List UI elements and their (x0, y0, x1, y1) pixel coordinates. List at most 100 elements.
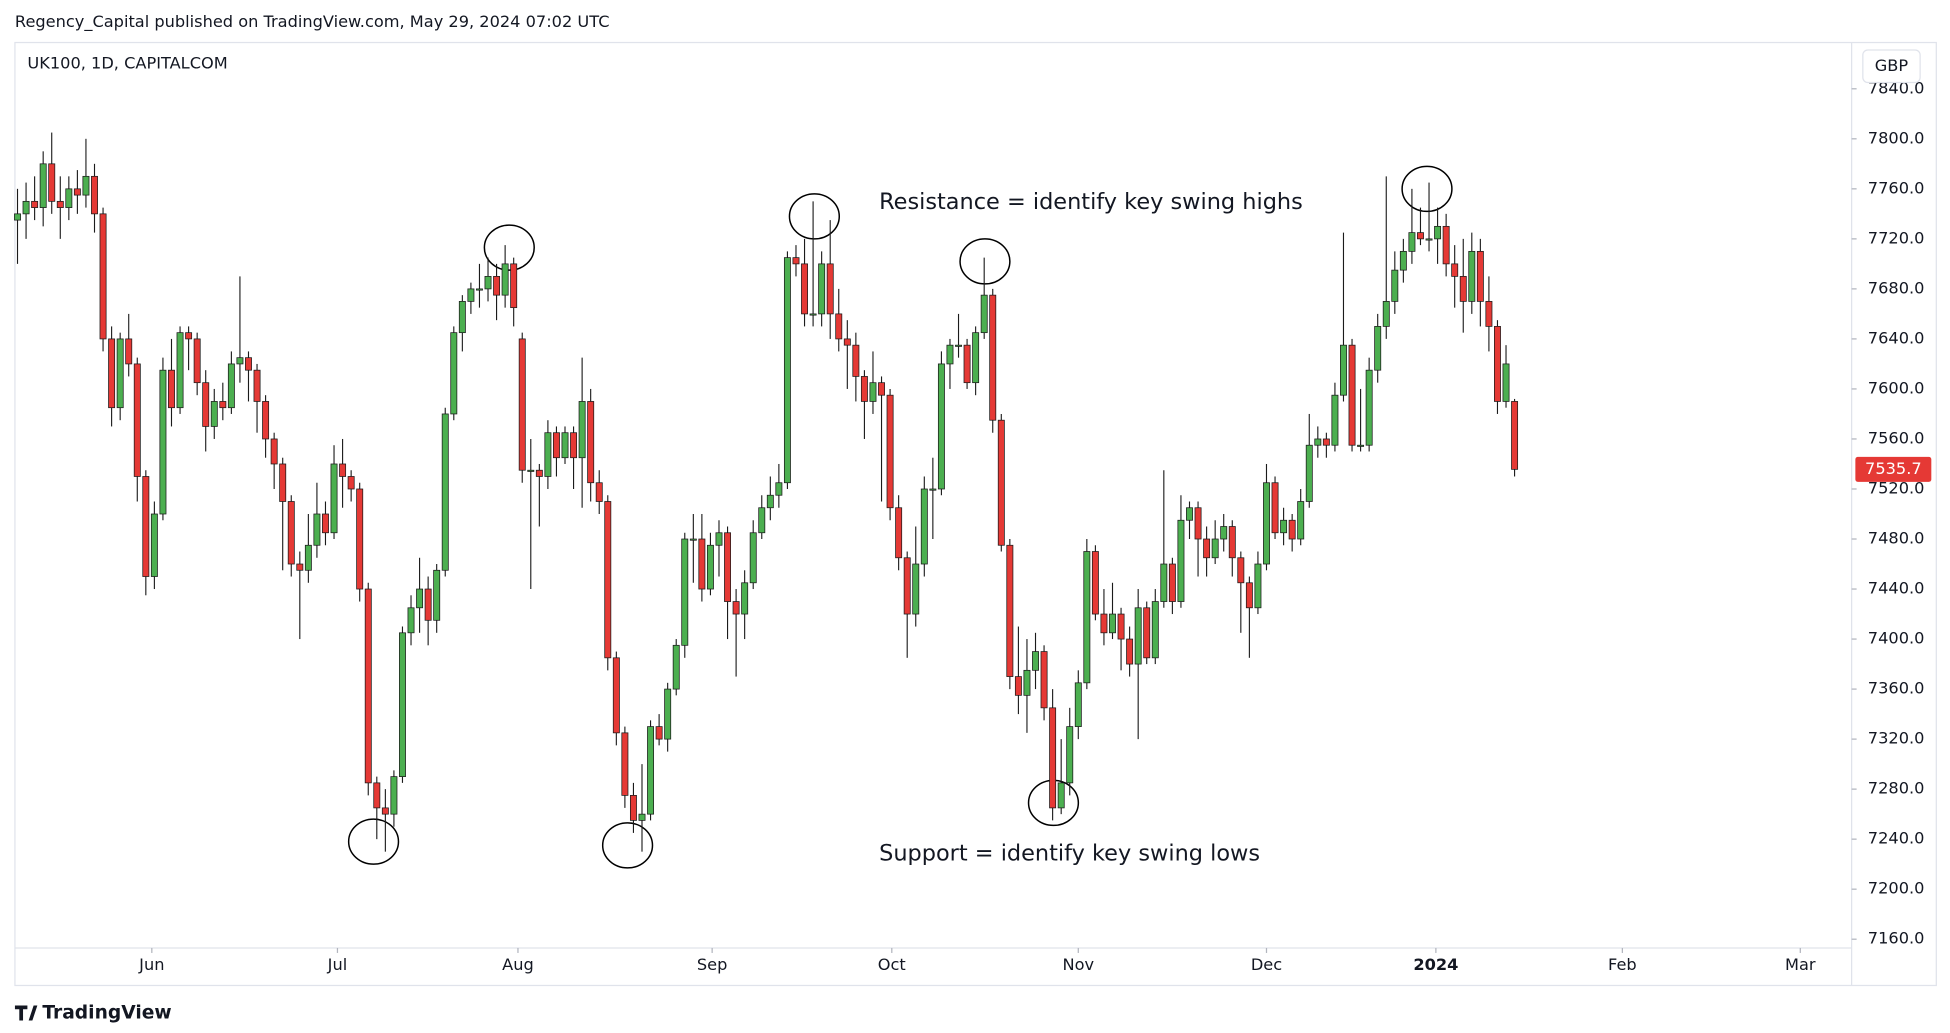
candle-body (655, 726, 663, 740)
candle-body (1014, 676, 1022, 696)
candle-body (356, 488, 364, 590)
candle-body (621, 732, 629, 796)
candle-body (1391, 269, 1399, 302)
candle-body (946, 344, 954, 365)
candle-body (1074, 682, 1082, 727)
candle-body (809, 313, 817, 316)
candle-body (227, 363, 235, 409)
annotation: Resistance = identify key swing highs (879, 189, 1303, 215)
candle-body (638, 813, 646, 821)
candle-body (1374, 326, 1382, 371)
candle-body (1365, 369, 1373, 446)
candle-body (1297, 501, 1305, 540)
frame (14, 41, 1937, 987)
candle-body (544, 432, 552, 477)
candle-body (1100, 613, 1108, 634)
candle-body (424, 588, 432, 621)
candle-body (929, 488, 937, 491)
candle-body (1245, 582, 1253, 609)
candle-body (1220, 526, 1228, 540)
candle-body (587, 401, 595, 484)
candle-body (912, 563, 920, 615)
candle-body (1442, 225, 1450, 265)
x-tick-label: Jun (138, 955, 164, 974)
candle-body (202, 382, 210, 427)
candle-body (963, 344, 971, 384)
candle-body (1271, 482, 1279, 534)
candle-body (116, 338, 124, 409)
candle-body (903, 557, 911, 615)
candle-body (1134, 607, 1142, 665)
candle-body (989, 294, 997, 421)
candle-body (801, 263, 808, 315)
candle-body (193, 338, 201, 384)
y-tick-label: 7560.0 (1868, 428, 1925, 447)
candle-body (253, 369, 261, 402)
candle-body (1151, 601, 1159, 659)
candle-body (1177, 519, 1185, 602)
candle-body (612, 657, 620, 734)
candle-body (972, 332, 980, 384)
candle-body (270, 438, 278, 465)
candle-body (467, 288, 475, 302)
candle-body (1288, 519, 1296, 540)
candle-body (1203, 538, 1211, 559)
candle-body (561, 432, 569, 459)
candle-body (955, 344, 962, 347)
candle-body (1109, 613, 1116, 634)
candle-body (886, 394, 894, 509)
y-tick-label: 7320.0 (1868, 729, 1925, 748)
candle-body (313, 513, 321, 546)
candle-body (176, 332, 184, 409)
candle-body (1314, 438, 1322, 446)
candle-body (390, 776, 398, 815)
candle-body (1485, 301, 1493, 327)
brand: TradingView (42, 1002, 171, 1023)
candle-body (1091, 551, 1099, 615)
circle (601, 822, 654, 869)
candle-body (262, 401, 270, 440)
candle-body (65, 188, 73, 208)
candle-body (920, 488, 928, 565)
candle-body (818, 263, 826, 315)
candle-body (1399, 250, 1407, 271)
candle-body (1305, 444, 1313, 502)
candle-body (1417, 232, 1424, 240)
candle-body (304, 544, 312, 571)
candle-body (91, 175, 98, 215)
x-axis: Jun Jul Aug Sep Oct Nov Dec 2024 Feb Mar (138, 947, 1816, 974)
candle-body (552, 432, 560, 459)
candle-body (835, 313, 843, 340)
candle-body (698, 538, 706, 590)
candle-body (1254, 563, 1262, 609)
candle-body (399, 632, 406, 778)
candle-body (1066, 726, 1074, 784)
y-tick-label: 7280.0 (1868, 779, 1925, 798)
currency-button[interactable] (1862, 49, 1921, 84)
candle-body (724, 532, 731, 602)
candle-body (783, 257, 791, 484)
candle-body (895, 507, 903, 559)
y-tick-label: 7720.0 (1868, 228, 1925, 247)
candle-body (1023, 669, 1031, 696)
publisher: Regency_Capital published on TradingView… (15, 12, 610, 32)
candle-body (433, 569, 441, 621)
candle-body (527, 469, 535, 472)
y-tick-label: 7520.0 (1868, 478, 1925, 497)
candle-body (416, 588, 424, 609)
candle-body (108, 338, 116, 409)
candle-body (1348, 344, 1356, 446)
candle-body (1382, 301, 1390, 327)
candle-body (1117, 613, 1125, 640)
x-tick-label: Mar (1785, 955, 1816, 974)
candle-body (22, 200, 30, 215)
candle-body (185, 332, 193, 340)
circle (1401, 165, 1453, 213)
candle-body (458, 301, 466, 334)
y-tick-label: 7760.0 (1868, 178, 1925, 197)
candle-body (1357, 444, 1365, 447)
y-tick-label: 7400.0 (1868, 629, 1925, 648)
candle-body (826, 263, 834, 315)
candle-body (775, 482, 783, 496)
